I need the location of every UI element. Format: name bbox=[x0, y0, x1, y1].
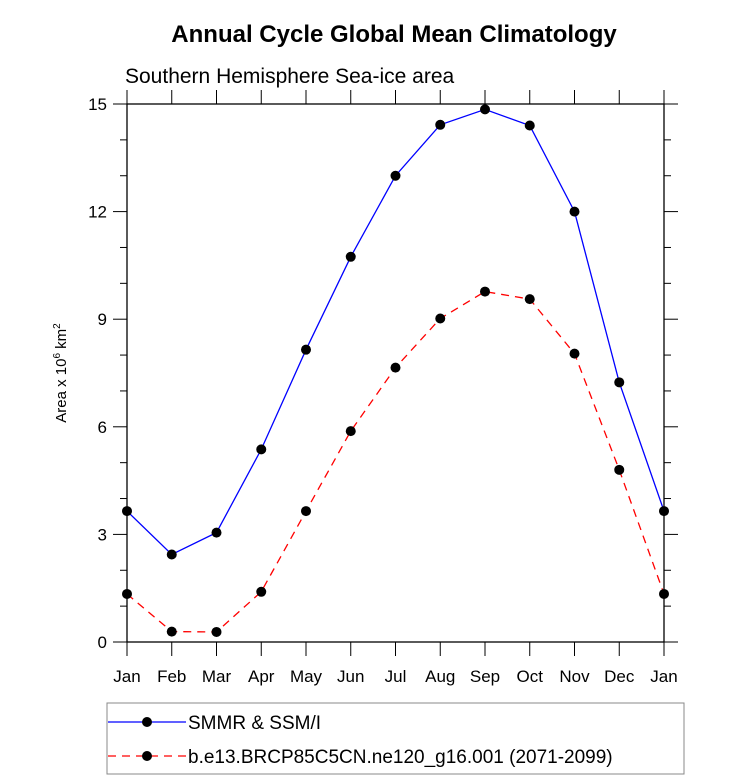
data-point-series-0 bbox=[569, 206, 580, 217]
data-point-series-0 bbox=[166, 549, 177, 560]
data-point-series-1 bbox=[122, 588, 132, 599]
x-tick-label: Jun bbox=[337, 667, 364, 686]
y-axis-label-exp2: 2 bbox=[52, 323, 63, 329]
legend-label-series-1: b.e13.BRCP85C5CN.ne120_g16.001 (2071-209… bbox=[188, 747, 613, 768]
x-tick-label: Oct bbox=[517, 667, 544, 686]
x-tick-label: Mar bbox=[202, 667, 232, 686]
data-point-series-1 bbox=[659, 588, 669, 599]
y-tick-label: 9 bbox=[98, 310, 107, 329]
x-tick-label: Feb bbox=[157, 667, 186, 686]
legend-marker-series-1 bbox=[142, 751, 152, 761]
y-tick-label: 3 bbox=[98, 525, 107, 544]
y-tick-label: 0 bbox=[98, 633, 107, 652]
legend: SMMR & SSM/I b.e13.BRCP85C5CN.ne120_g16.… bbox=[106, 702, 685, 775]
data-point-series-0 bbox=[480, 104, 490, 115]
data-point-series-0 bbox=[614, 377, 625, 388]
data-point-series-0 bbox=[435, 119, 446, 130]
y-axis-label-exp1: 6 bbox=[52, 353, 63, 359]
data-point-series-1 bbox=[524, 294, 535, 305]
data-point-series-1 bbox=[569, 348, 580, 359]
series-line-1 bbox=[126, 290, 665, 633]
x-tick-label: Dec bbox=[604, 667, 635, 686]
data-point-series-1 bbox=[166, 626, 177, 637]
x-tick-label: Jan bbox=[650, 667, 677, 686]
plot-frame bbox=[126, 103, 665, 643]
y-tick-label: 6 bbox=[98, 418, 107, 437]
data-point-series-1 bbox=[301, 506, 311, 517]
chart-subtitle: Southern Hemisphere Sea-ice area bbox=[125, 65, 455, 88]
y-axis-label: Area x 106 km2 bbox=[52, 323, 70, 423]
data-point-series-0 bbox=[659, 506, 669, 517]
data-point-series-1 bbox=[211, 626, 222, 637]
y-axis-ticks: 0 3 6 9 12 15 bbox=[88, 95, 678, 652]
data-point-series-1 bbox=[614, 464, 625, 475]
data-point-series-1 bbox=[435, 313, 446, 324]
x-tick-label: May bbox=[290, 667, 323, 686]
data-point-series-0 bbox=[211, 527, 222, 538]
data-point-series-0 bbox=[122, 506, 132, 517]
y-tick-label: 12 bbox=[88, 203, 107, 222]
x-tick-label: Sep bbox=[470, 667, 500, 686]
axes bbox=[126, 103, 665, 643]
data-point-series-0 bbox=[301, 344, 311, 355]
x-axis-ticks: Jan Feb Mar Apr May Jun Jul Aug Sep Oct Nov Dec Jan bbox=[113, 90, 678, 686]
data-point-series-0 bbox=[256, 444, 267, 455]
series-group bbox=[122, 104, 669, 637]
data-point-series-1 bbox=[256, 586, 267, 597]
data-point-series-1 bbox=[480, 286, 490, 297]
x-tick-label: Jul bbox=[385, 667, 407, 686]
y-tick-label: 15 bbox=[88, 95, 107, 114]
legend-box bbox=[106, 702, 685, 775]
x-tick-label: Nov bbox=[559, 667, 590, 686]
chart-title: Annual Cycle Global Mean Climatology bbox=[171, 21, 617, 48]
data-point-series-0 bbox=[390, 170, 401, 181]
legend-label-series-0: SMMR & SSM/I bbox=[188, 713, 321, 734]
data-point-series-1 bbox=[345, 426, 356, 437]
data-point-series-0 bbox=[524, 120, 535, 131]
data-point-series-0 bbox=[345, 251, 356, 262]
x-tick-label: Aug bbox=[425, 667, 455, 686]
legend-marker-series-0 bbox=[142, 717, 152, 727]
y-axis-label-mid: km bbox=[53, 329, 70, 353]
x-tick-label: Apr bbox=[248, 667, 275, 686]
y-axis-label-base: Area x 10 bbox=[53, 359, 70, 423]
data-point-series-1 bbox=[390, 362, 401, 373]
x-tick-label: Jan bbox=[113, 667, 140, 686]
